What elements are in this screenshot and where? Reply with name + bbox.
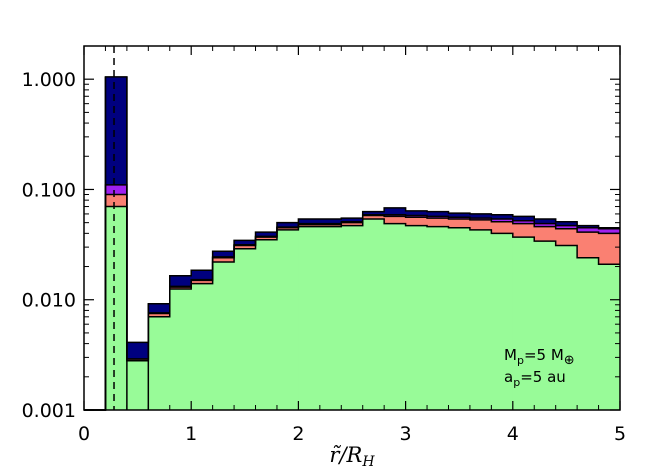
bar-series0-bin14	[384, 223, 407, 410]
bar-series0-bin17	[448, 227, 471, 410]
earth-symbol-icon: ⊕	[564, 353, 575, 368]
bar-series0-bin10	[298, 226, 321, 410]
bar-series0-bin5	[191, 283, 214, 410]
annotation-mass-rest: =5 M	[524, 346, 564, 364]
x-tick-label-1: 1	[185, 423, 197, 445]
annotation-distance-base: a	[504, 368, 513, 386]
bar-series0-bin6	[212, 261, 235, 410]
bar-series0-bin11	[319, 226, 342, 410]
annotation-mass-base: M	[504, 346, 517, 364]
x-axis-label: r̃/RH	[329, 443, 375, 468]
bar-series0-bin21	[534, 241, 557, 410]
bar-series0-bin20	[512, 237, 535, 410]
y-tick-label-1: 0.010	[22, 290, 76, 312]
bar-series0-bin23	[577, 257, 600, 410]
bar-series0-bin12	[341, 225, 364, 410]
x-tick-label-5: 5	[614, 423, 626, 445]
x-axis-label-sub: H	[361, 454, 375, 468]
y-tick-label-2: 0.100	[22, 179, 76, 201]
x-tick-label-2: 2	[292, 423, 304, 445]
y-tick-label-3: 1.000	[22, 69, 76, 91]
bar-series0-bin9	[276, 229, 299, 410]
bar-series0-bin24	[598, 264, 621, 410]
bar-series0-bin4	[169, 289, 192, 410]
x-axis-label-main: r̃/R	[329, 443, 362, 467]
y-tick-label-0: 0.001	[22, 400, 76, 422]
annotation-mass-sub: p	[517, 354, 524, 367]
bar-series0-bin1	[105, 206, 128, 410]
bar-series0-bin22	[555, 245, 578, 410]
annotation-distance-sub: p	[513, 376, 520, 389]
bar-series0-bin19	[491, 233, 514, 410]
step-outlines-layer	[84, 76, 620, 411]
bar-series0-bin18	[469, 229, 492, 410]
x-tick-label-0: 0	[78, 423, 90, 445]
bar-series0-bin7	[234, 248, 257, 410]
x-tick-label-3: 3	[400, 423, 412, 445]
annotation-mass: Mp=5 M⊕	[504, 346, 575, 368]
bar-series0-bin16	[427, 226, 449, 410]
x-tick-label-4: 4	[507, 423, 519, 445]
bar-series0-bin3	[148, 316, 171, 410]
annotation-distance: ap=5 au	[504, 368, 566, 389]
annotation-distance-rest: =5 au	[520, 368, 566, 386]
bar-series0-bin8	[255, 239, 278, 410]
bar-series0-bin2	[126, 360, 149, 410]
tick-labels-layer: 0 1 2 3 4 5 0.001 0.010 0.100 1.000	[22, 69, 626, 445]
ticks-layer	[83, 45, 621, 411]
step-outline-series3	[84, 76, 620, 411]
bars-layer	[105, 76, 621, 411]
plot-frame	[83, 45, 621, 411]
bar-series0-bin15	[405, 225, 428, 410]
bar-series0-bin13	[362, 218, 385, 410]
